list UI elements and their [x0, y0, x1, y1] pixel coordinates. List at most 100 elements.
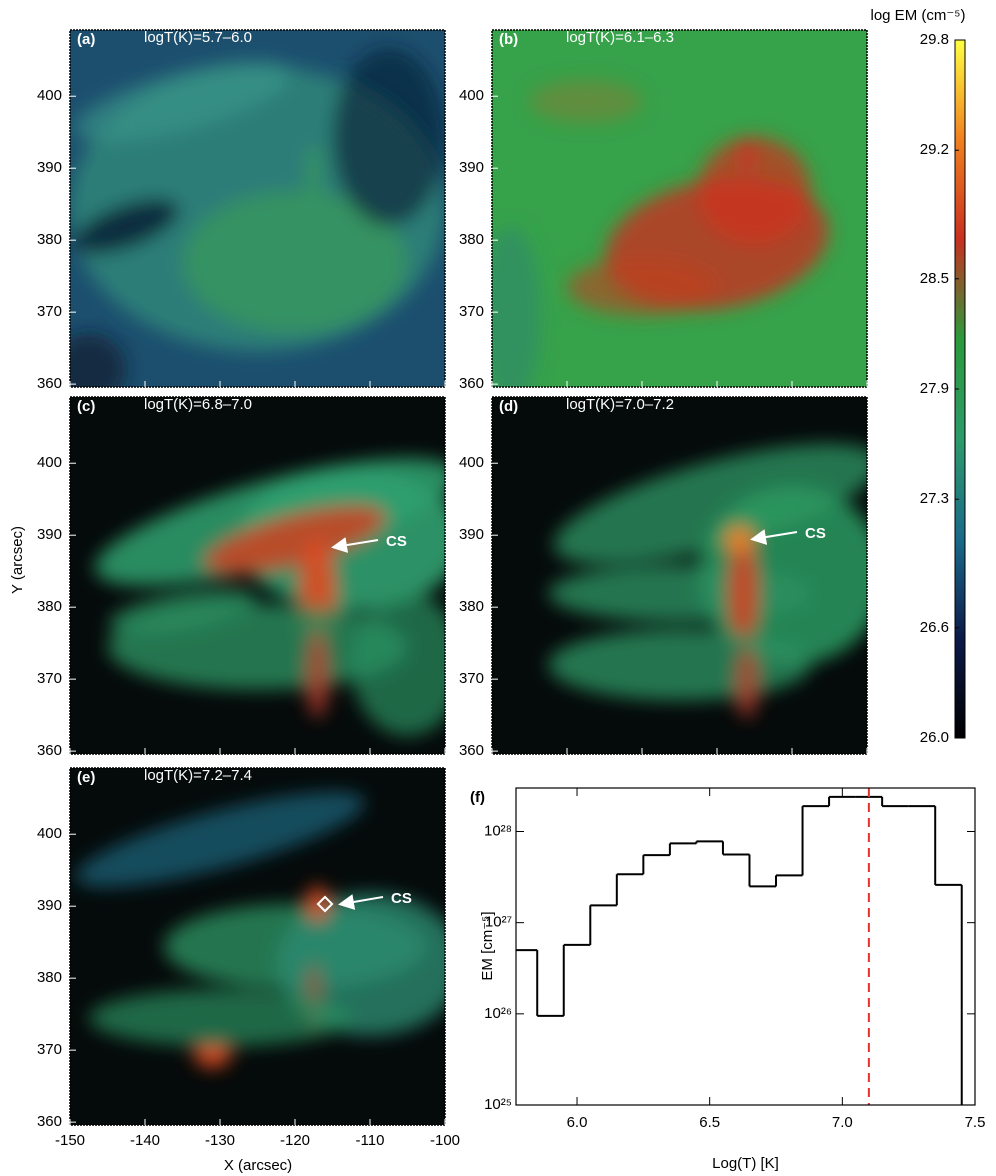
y-tick-label: 360	[37, 742, 62, 759]
y-tick-label: 380	[459, 598, 484, 615]
colorbar-tick-label: 27.9	[920, 380, 949, 397]
y-tick-label: 10²⁸	[484, 822, 512, 839]
emission-map	[70, 30, 445, 387]
map-structure	[492, 226, 541, 387]
map-structures	[548, 443, 867, 719]
y-tick-label: 400	[459, 454, 484, 471]
y-tick-label: 370	[37, 1041, 62, 1058]
panel-title: logT(K)=7.2–7.4	[144, 767, 252, 784]
x-tick-label: -150	[55, 1132, 85, 1149]
panel-title: logT(K)=7.0–7.2	[566, 396, 674, 413]
panel-frame	[491, 396, 868, 755]
y-tick-label: 360	[459, 742, 484, 759]
x-tick-label: 6.5	[699, 1114, 720, 1131]
map-structures	[492, 79, 829, 387]
map-structure	[204, 505, 386, 575]
colorbar-title: log EM (cm⁻⁵)	[871, 7, 966, 24]
y-tick-label: 10²⁷	[485, 914, 512, 931]
panel-label: (b)	[499, 31, 518, 48]
y-tick-label: 360	[37, 375, 62, 392]
marker-diamond	[316, 895, 334, 913]
emission-map	[492, 30, 867, 387]
map-structure	[548, 564, 811, 622]
y-tick-label: 390	[37, 159, 62, 176]
y-tick-label: 10²⁶	[484, 1005, 512, 1022]
map-structure	[548, 629, 811, 701]
panel-frame	[69, 29, 446, 388]
panel-title: logT(K)=6.1–6.3	[566, 29, 674, 46]
y-tick-label: 370	[37, 303, 62, 320]
panel-frame	[69, 396, 446, 755]
annotation-arrow	[750, 529, 798, 545]
map-structure	[735, 646, 759, 719]
map-structure	[73, 61, 292, 142]
y-tick-label: 400	[37, 87, 62, 104]
x-tick-label: 7.0	[832, 1114, 853, 1131]
map-structure	[182, 190, 408, 334]
x-tick-label: 6.0	[567, 1114, 588, 1131]
map-structure	[739, 137, 755, 173]
panel-label: (e)	[77, 769, 95, 786]
x-tick-label: -110	[356, 1132, 385, 1149]
map-structure	[724, 525, 755, 555]
y-tick-label: 380	[459, 231, 484, 248]
plot-frame	[515, 787, 976, 1106]
annotation-arrow	[338, 894, 384, 910]
y-tick-label: 400	[459, 87, 484, 104]
map-structure	[108, 589, 257, 634]
emission-map	[70, 768, 445, 1125]
y-tick-label: 390	[37, 897, 62, 914]
panel-label: (d)	[499, 398, 518, 415]
map-structure	[698, 137, 811, 245]
x-tick-label: -130	[205, 1132, 235, 1149]
colorbar-tick-label: 27.3	[920, 490, 949, 507]
map-structure	[306, 144, 322, 202]
map-structure	[351, 593, 445, 737]
x-axis-label: X (arcsec)	[224, 1157, 292, 1174]
y-tick-label: 400	[37, 454, 62, 471]
map-structure	[553, 443, 867, 565]
x-axis-label: Log(T) [K]	[712, 1155, 779, 1172]
x-tick-label: -140	[130, 1132, 160, 1149]
panel-title: logT(K)=5.7–6.0	[144, 29, 252, 46]
map-structure	[529, 79, 642, 123]
histogram-plot	[516, 788, 963, 1105]
emission-map	[70, 397, 445, 754]
y-tick-label: 400	[37, 825, 62, 842]
panel-title: logT(K)=6.8–7.0	[144, 396, 252, 413]
y-tick-label: 380	[37, 231, 62, 248]
map-structure	[193, 1039, 232, 1068]
map-structure	[728, 539, 759, 647]
colorbar-tick-label: 29.2	[920, 141, 949, 158]
panel-label: (f)	[470, 789, 485, 806]
map-structures	[74, 791, 445, 1068]
x-tick-label: -120	[280, 1132, 310, 1149]
panel-label: (a)	[77, 31, 95, 48]
x-tick-label: 7.5	[965, 1114, 986, 1131]
y-tick-label: 360	[37, 1113, 62, 1130]
map-structure	[72, 198, 180, 255]
map-structure	[88, 989, 352, 1047]
panel-frame	[491, 29, 868, 388]
y-axis-label: Y (arcsec)	[9, 526, 26, 594]
y-tick-label: 390	[37, 526, 62, 543]
annotation-label: CS	[805, 525, 826, 542]
map-structures	[94, 458, 445, 737]
map-structure	[567, 258, 717, 316]
map-structure	[70, 333, 127, 387]
panel-label: (c)	[77, 398, 95, 415]
annotation-label: CS	[386, 533, 407, 550]
y-tick-label: 360	[459, 375, 484, 392]
y-tick-label: 10²⁵	[484, 1096, 512, 1113]
y-tick-label: 390	[459, 159, 484, 176]
y-tick-label: 370	[37, 670, 62, 687]
annotation-label: CS	[391, 890, 412, 907]
annotation-arrow	[331, 537, 379, 553]
y-axis-label: EM [cm⁻⁵]	[479, 911, 496, 980]
y-tick-label: 390	[459, 526, 484, 543]
map-structure	[306, 632, 329, 719]
colorbar-tick-label: 26.0	[920, 729, 949, 746]
colorbar-tick-label: 26.6	[920, 619, 949, 636]
map-structure	[74, 791, 366, 888]
